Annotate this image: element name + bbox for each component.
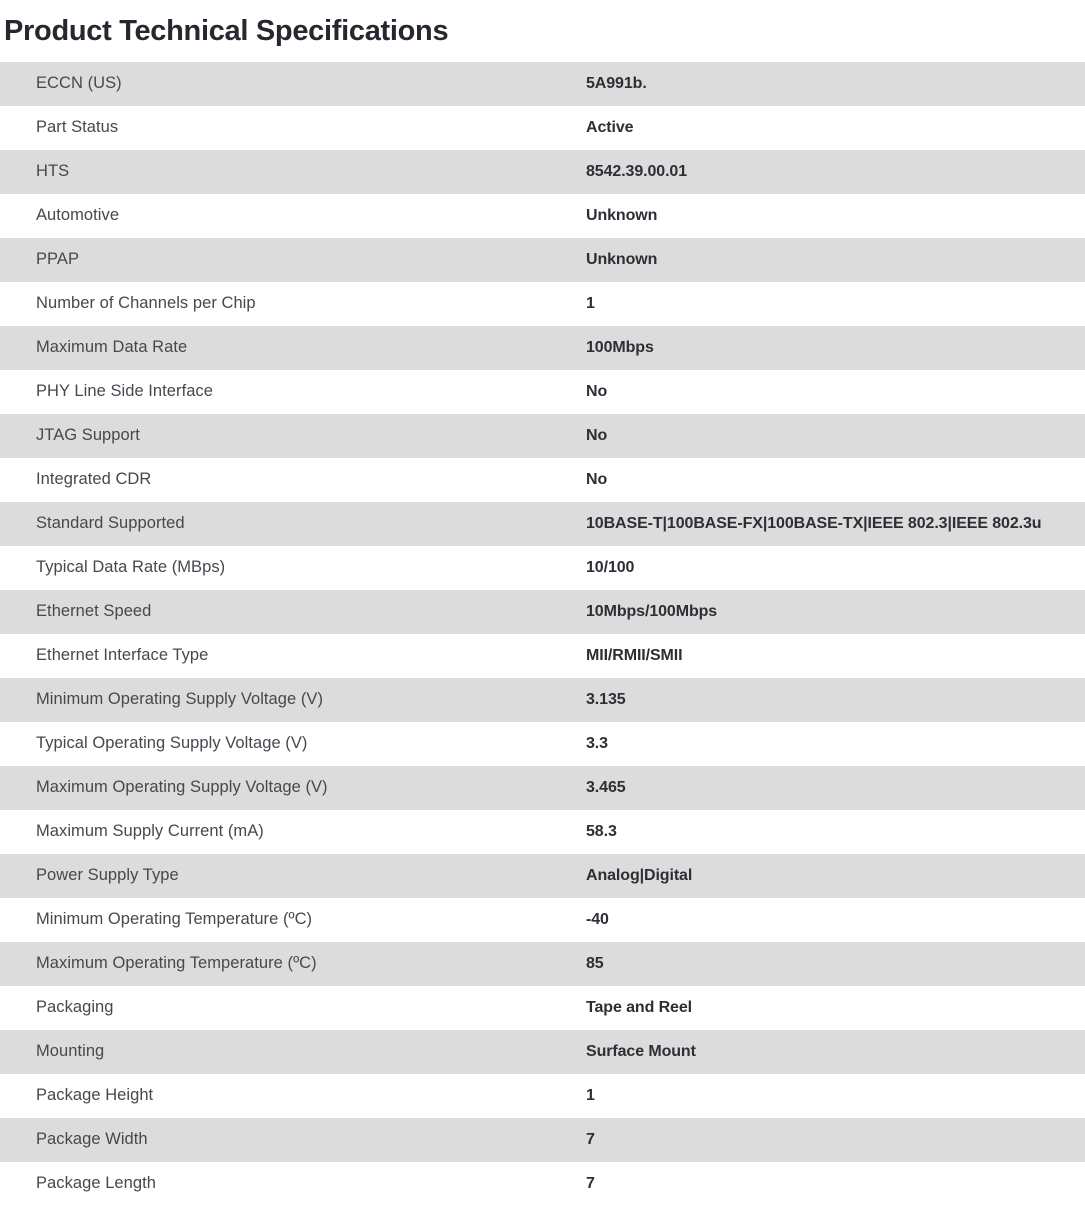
spec-label: Package Height bbox=[0, 1074, 563, 1118]
table-row: Packaging Tape and Reel bbox=[0, 986, 1085, 1030]
spec-label: PPAP bbox=[0, 238, 563, 282]
table-row: Ethernet Interface Type MII/RMII/SMII bbox=[0, 634, 1085, 678]
table-row: Typical Data Rate (MBps) 10/100 bbox=[0, 546, 1085, 590]
spec-label: Package Length bbox=[0, 1162, 563, 1206]
table-row: Package Height 1 bbox=[0, 1074, 1085, 1118]
spec-label: Maximum Supply Current (mA) bbox=[0, 810, 563, 854]
spec-value: 3.3 bbox=[563, 722, 1085, 766]
spec-label: HTS bbox=[0, 150, 563, 194]
table-row: Package Length 7 bbox=[0, 1162, 1085, 1206]
spec-value: No bbox=[563, 414, 1085, 458]
table-row: Package Width 7 bbox=[0, 1118, 1085, 1162]
spec-value: 10Mbps/100Mbps bbox=[563, 590, 1085, 634]
spec-label: Integrated CDR bbox=[0, 458, 563, 502]
spec-label: Maximum Operating Temperature (ºC) bbox=[0, 942, 563, 986]
table-row: Number of Channels per Chip 1 bbox=[0, 282, 1085, 326]
spec-value: 100Mbps bbox=[563, 326, 1085, 370]
spec-value: Tape and Reel bbox=[563, 986, 1085, 1030]
table-row: Minimum Operating Temperature (ºC) -40 bbox=[0, 898, 1085, 942]
table-row: Ethernet Speed 10Mbps/100Mbps bbox=[0, 590, 1085, 634]
spec-value: Analog|Digital bbox=[563, 854, 1085, 898]
spec-value: No bbox=[563, 458, 1085, 502]
spec-label: ECCN (US) bbox=[0, 62, 563, 106]
table-row: Automotive Unknown bbox=[0, 194, 1085, 238]
spec-value: MII/RMII/SMII bbox=[563, 634, 1085, 678]
spec-label: JTAG Support bbox=[0, 414, 563, 458]
spec-label: Typical Data Rate (MBps) bbox=[0, 546, 563, 590]
spec-value: No bbox=[563, 370, 1085, 414]
spec-label: Maximum Data Rate bbox=[0, 326, 563, 370]
table-row: HTS 8542.39.00.01 bbox=[0, 150, 1085, 194]
spec-value: 85 bbox=[563, 942, 1085, 986]
specifications-table-body: ECCN (US) 5A991b. Part Status Active HTS 8542… bbox=[0, 62, 1085, 1206]
spec-label: Ethernet Speed bbox=[0, 590, 563, 634]
table-row: Integrated CDR No bbox=[0, 458, 1085, 502]
specifications-table: ECCN (US) 5A991b. Part Status Active HTS 8542… bbox=[0, 62, 1085, 1206]
spec-label: Minimum Operating Temperature (ºC) bbox=[0, 898, 563, 942]
spec-label: Package Width bbox=[0, 1118, 563, 1162]
spec-label: Part Status bbox=[0, 106, 563, 150]
spec-value: 10BASE-T|100BASE-FX|100BASE-TX|IEEE 802.… bbox=[563, 502, 1085, 546]
spec-value: 1 bbox=[563, 282, 1085, 326]
table-row: Maximum Data Rate 100Mbps bbox=[0, 326, 1085, 370]
spec-value: 10/100 bbox=[563, 546, 1085, 590]
table-row: JTAG Support No bbox=[0, 414, 1085, 458]
table-row: Maximum Supply Current (mA) 58.3 bbox=[0, 810, 1085, 854]
table-row: PHY Line Side Interface No bbox=[0, 370, 1085, 414]
table-row: Mounting Surface Mount bbox=[0, 1030, 1085, 1074]
spec-label: Automotive bbox=[0, 194, 563, 238]
spec-label: Power Supply Type bbox=[0, 854, 563, 898]
spec-label: Typical Operating Supply Voltage (V) bbox=[0, 722, 563, 766]
spec-label: Number of Channels per Chip bbox=[0, 282, 563, 326]
spec-value: Surface Mount bbox=[563, 1030, 1085, 1074]
spec-value: 7 bbox=[563, 1118, 1085, 1162]
table-row: ECCN (US) 5A991b. bbox=[0, 62, 1085, 106]
spec-label: Ethernet Interface Type bbox=[0, 634, 563, 678]
spec-value: 3.465 bbox=[563, 766, 1085, 810]
spec-label: Packaging bbox=[0, 986, 563, 1030]
table-row: Maximum Operating Temperature (ºC) 85 bbox=[0, 942, 1085, 986]
spec-value: Unknown bbox=[563, 194, 1085, 238]
spec-label: PHY Line Side Interface bbox=[0, 370, 563, 414]
table-row: Maximum Operating Supply Voltage (V) 3.46… bbox=[0, 766, 1085, 810]
spec-value: 8542.39.00.01 bbox=[563, 150, 1085, 194]
spec-value: 3.135 bbox=[563, 678, 1085, 722]
table-row: Typical Operating Supply Voltage (V) 3.3 bbox=[0, 722, 1085, 766]
table-row: Minimum Operating Supply Voltage (V) 3.13… bbox=[0, 678, 1085, 722]
spec-label: Maximum Operating Supply Voltage (V) bbox=[0, 766, 563, 810]
spec-value: 7 bbox=[563, 1162, 1085, 1206]
table-row: Standard Supported 10BASE-T|100BASE-FX|10… bbox=[0, 502, 1085, 546]
table-row: Power Supply Type Analog|Digital bbox=[0, 854, 1085, 898]
spec-label: Standard Supported bbox=[0, 502, 563, 546]
spec-value: 58.3 bbox=[563, 810, 1085, 854]
spec-value: Active bbox=[563, 106, 1085, 150]
table-row: PPAP Unknown bbox=[0, 238, 1085, 282]
spec-value: -40 bbox=[563, 898, 1085, 942]
spec-label: Minimum Operating Supply Voltage (V) bbox=[0, 678, 563, 722]
spec-value: 5A991b. bbox=[563, 62, 1085, 106]
page-title: Product Technical Specifications bbox=[4, 15, 449, 47]
spec-value: Unknown bbox=[563, 238, 1085, 282]
table-row: Part Status Active bbox=[0, 106, 1085, 150]
spec-label: Mounting bbox=[0, 1030, 563, 1074]
spec-value: 1 bbox=[563, 1074, 1085, 1118]
